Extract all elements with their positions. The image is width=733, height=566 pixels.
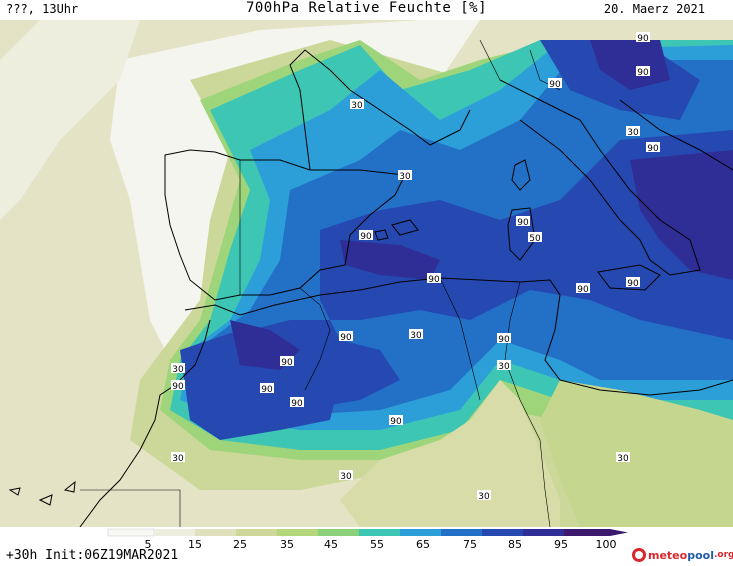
- colorbar-tick: 15: [188, 538, 202, 549]
- contour-label: 90: [516, 216, 530, 228]
- svg-text:30: 30: [172, 454, 184, 464]
- colorbar-tick: 25: [233, 538, 247, 549]
- contour-label: 90: [389, 415, 403, 427]
- colorbar-ticks: 5 15 25 35 45 55 65 75 85 95 100: [145, 538, 617, 549]
- contour-label: 30: [350, 99, 364, 111]
- svg-text:90: 90: [517, 218, 529, 228]
- map-title: 700hPa Relative Feuchte [%]: [245, 0, 488, 16]
- svg-text:90: 90: [281, 358, 293, 368]
- svg-text:90: 90: [647, 144, 659, 154]
- svg-text:50: 50: [529, 234, 541, 244]
- meteopool-logo[interactable]: meteo pool .org: [632, 546, 733, 564]
- contour-label: 30: [616, 452, 630, 464]
- contour-label: 90: [497, 333, 511, 345]
- svg-text:90: 90: [637, 34, 649, 44]
- svg-text:30: 30: [172, 365, 184, 375]
- svg-text:90: 90: [390, 417, 402, 427]
- svg-text:30: 30: [478, 492, 490, 502]
- svg-text:30: 30: [399, 172, 411, 182]
- contour-label: 30: [171, 452, 185, 464]
- humidity-zone-95-d: [340, 240, 440, 280]
- svg-text:30: 30: [617, 454, 629, 464]
- logo-text-part: .org: [713, 550, 733, 560]
- svg-text:90: 90: [261, 385, 273, 395]
- svg-text:90: 90: [627, 279, 639, 289]
- logo-text-part: pool: [687, 548, 714, 562]
- contour-label: 90: [646, 142, 660, 154]
- humidity-zone-95-b: [590, 40, 670, 90]
- contour-label: 30: [497, 360, 511, 372]
- colorbar-tick: 75: [463, 538, 477, 549]
- contour-label: 30: [398, 170, 412, 182]
- logo-text-part: meteo: [648, 548, 688, 562]
- colorbar-tick: 35: [280, 538, 294, 549]
- svg-text:30: 30: [351, 101, 363, 111]
- contour-label: 90: [576, 283, 590, 295]
- svg-text:90: 90: [577, 285, 589, 295]
- colorbar-segments: [107, 528, 628, 537]
- svg-text:90: 90: [498, 335, 510, 345]
- svg-text:30: 30: [410, 331, 422, 341]
- svg-text:90: 90: [340, 333, 352, 343]
- contour-label: 30: [171, 363, 185, 375]
- logo-icon: [632, 548, 646, 562]
- contour-label: 30: [409, 329, 423, 341]
- colorbar: 5 15 25 35 45 55 65 75 85 95 100: [107, 528, 628, 549]
- svg-text:90: 90: [360, 232, 372, 242]
- dry-sahara: [340, 380, 560, 527]
- contour-label: 30: [477, 490, 491, 502]
- colorbar-tick: 85: [508, 538, 522, 549]
- colorbar-tick: 5: [145, 538, 152, 549]
- humidity-map: 90 90 90 30 90 30 30 90 90 50 90 90 90 9…: [0, 20, 733, 527]
- contour-label: 90: [636, 66, 650, 78]
- svg-text:90: 90: [637, 68, 649, 78]
- contour-label: 90: [626, 277, 640, 289]
- contour-label: 50: [528, 232, 542, 244]
- contour-label: 90: [280, 356, 294, 368]
- svg-text:90: 90: [428, 275, 440, 285]
- svg-text:30: 30: [498, 362, 510, 372]
- colorbar-tick: 45: [324, 538, 338, 549]
- contour-label: 30: [626, 126, 640, 138]
- contour-label: 90: [427, 273, 441, 285]
- svg-text:30: 30: [340, 472, 352, 482]
- colorbar-tick: 100: [596, 538, 617, 549]
- contour-label: 90: [290, 397, 304, 409]
- contour-labels: 90 90 90 30 90 30 30 90 90 50 90 90 90 9…: [171, 32, 660, 502]
- colorbar-tick: 55: [370, 538, 384, 549]
- svg-text:30: 30: [627, 128, 639, 138]
- contour-label: 90: [339, 331, 353, 343]
- contour-label: 90: [260, 383, 274, 395]
- humidity-zone-95: [630, 150, 733, 280]
- init-time-label: +30h Init:06Z19MAR2021: [6, 548, 179, 563]
- contour-label: 30: [339, 470, 353, 482]
- contour-label: 90: [548, 78, 562, 90]
- contour-label: 90: [359, 230, 373, 242]
- dry-zone-2: [0, 20, 140, 220]
- svg-text:90: 90: [549, 80, 561, 90]
- svg-text:90: 90: [172, 382, 184, 392]
- map-date: 20. Maerz 2021: [603, 2, 705, 16]
- map-header: ???, 13Uhr 700hPa Relative Feuchte [%] 2…: [0, 0, 733, 20]
- contour-label: 90: [171, 380, 185, 392]
- forecast-time-label: ???, 13Uhr: [6, 2, 79, 16]
- colorbar-tick: 65: [416, 538, 430, 549]
- colorbar-tick: 95: [554, 538, 568, 549]
- contour-label: 90: [636, 32, 650, 44]
- svg-text:90: 90: [291, 399, 303, 409]
- dry-sahara-b: [540, 380, 733, 527]
